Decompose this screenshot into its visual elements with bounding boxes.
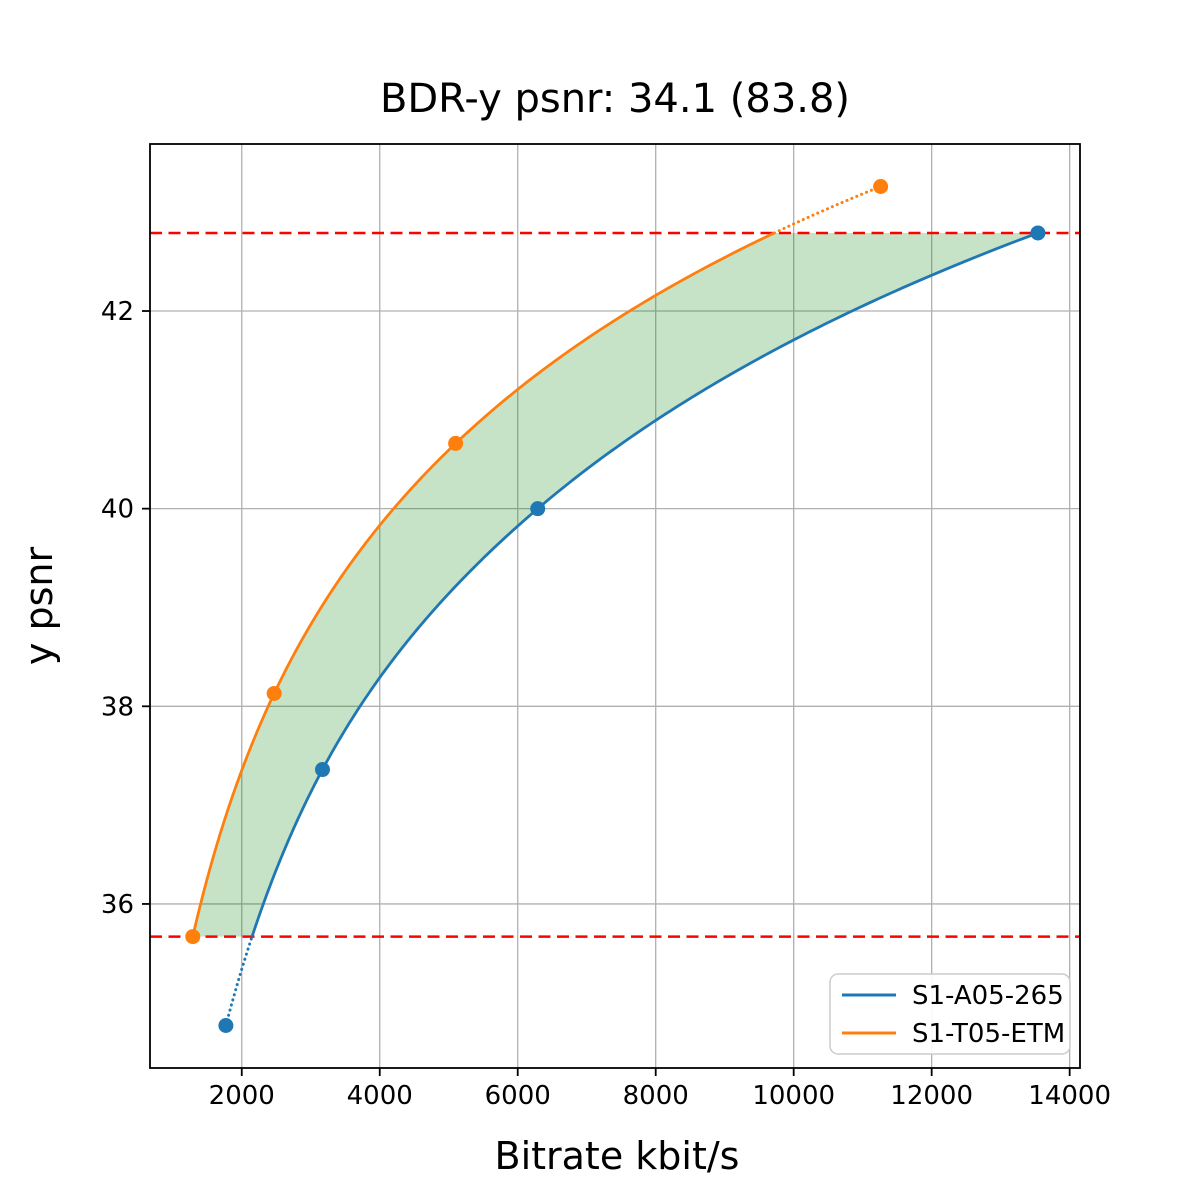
y-tick-label-42: 42: [101, 297, 134, 327]
x-tick-label-14000: 14000: [1028, 1081, 1111, 1111]
y-axis-label: y psnr: [17, 547, 61, 666]
legend-label-s1-a05-265: S1-A05-265: [912, 981, 1064, 1011]
bd-overlap-shaded-region: [192, 232, 1038, 937]
y-tick-label-40: 40: [101, 495, 134, 525]
x-tick-label-2000: 2000: [209, 1081, 275, 1111]
x-tick-label-12000: 12000: [890, 1081, 973, 1111]
legend-entry-s1-t05-etm: S1-T05-ETM: [842, 1019, 1065, 1049]
y-tick-label-36: 36: [101, 890, 134, 920]
data-point-marker-S1-T05-ETM: [448, 435, 464, 451]
data-point-marker-S1-T05-ETM: [266, 685, 282, 701]
legend-label-s1-t05-etm: S1-T05-ETM: [912, 1019, 1065, 1049]
legend: S1-A05-265 S1-T05-ETM: [829, 973, 1071, 1055]
series-line-solid-S1-A05-265: [250, 231, 1039, 937]
series-line-dotted-S1-T05-ETM: [772, 184, 883, 235]
x-axis-label: Bitrate kbit/s: [495, 1134, 740, 1178]
data-point-marker-S1-A05-265: [1030, 225, 1046, 241]
series-line-dotted-S1-A05-265: [224, 935, 254, 1028]
data-point-marker-S1-T05-ETM: [873, 178, 889, 194]
data-point-marker-S1-A05-265: [218, 1018, 234, 1034]
plot-area: 2000 4000 6000 8000 10000 12000 14000 36 38 40 42: [101, 143, 1111, 1111]
series-line-solid-S1-T05-ETM: [191, 231, 775, 937]
legend-entry-s1-a05-265: S1-A05-265: [842, 981, 1064, 1011]
x-tick-label-6000: 6000: [485, 1081, 551, 1111]
x-tick-label-8000: 8000: [623, 1081, 689, 1111]
data-point-marker-S1-A05-265: [530, 501, 546, 517]
chart-title: BDR-y psnr: 34.1 (83.8): [380, 76, 850, 122]
data-point-marker-S1-A05-265: [314, 762, 330, 778]
x-tick-label-10000: 10000: [752, 1081, 835, 1111]
y-tick-label-38: 38: [101, 692, 134, 722]
data-point-marker-S1-T05-ETM: [185, 929, 201, 945]
plot-border: [149, 143, 1081, 1069]
x-tick-label-4000: 4000: [347, 1081, 413, 1111]
